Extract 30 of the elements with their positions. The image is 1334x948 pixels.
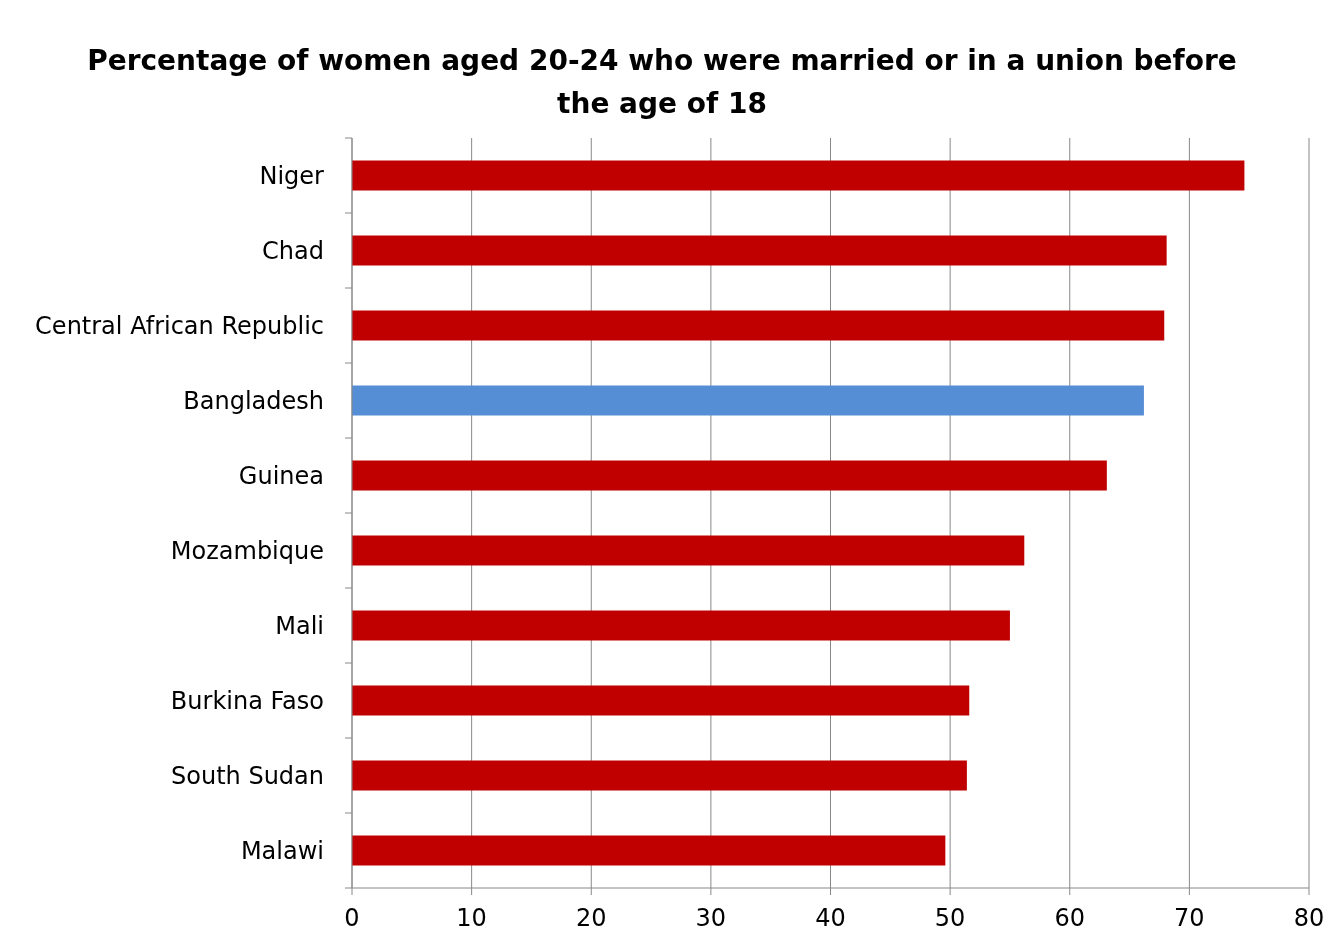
y-tick-label: Bangladesh <box>183 386 324 415</box>
bar <box>352 760 967 791</box>
y-tick-label: Central African Republic <box>35 311 324 340</box>
bar <box>352 535 1025 566</box>
bar <box>352 685 970 716</box>
x-tick-label: 50 <box>934 904 966 932</box>
x-tick-label: 70 <box>1174 904 1205 932</box>
x-tick-label: 80 <box>1293 904 1325 932</box>
chart-title: Percentage of women aged 20-24 who were married or in a union before the age of 18 <box>87 44 1237 120</box>
bar <box>352 235 1167 266</box>
y-tick-label: Niger <box>259 161 325 190</box>
bar <box>352 460 1107 491</box>
x-tick-label: 40 <box>815 904 846 932</box>
y-tick-label: Malawi <box>240 836 324 865</box>
x-tick-label: 10 <box>456 904 487 932</box>
x-tick-label: 30 <box>695 904 727 932</box>
y-tick-label: Chad <box>262 236 324 265</box>
bar <box>352 610 1010 641</box>
x-tick-label: 60 <box>1054 904 1086 932</box>
bar <box>352 835 946 866</box>
y-tick-label: Mozambique <box>170 536 324 565</box>
x-tick-label: 0 <box>344 904 360 932</box>
y-tick-label: South Sudan <box>171 761 324 790</box>
bar <box>352 385 1144 416</box>
bar <box>352 160 1245 191</box>
x-tick-label: 20 <box>575 904 607 932</box>
bar <box>352 310 1165 341</box>
y-tick-label: Burkina Faso <box>170 686 324 715</box>
y-tick-label: Guinea <box>238 461 324 490</box>
y-tick-label: Mali <box>275 611 324 640</box>
